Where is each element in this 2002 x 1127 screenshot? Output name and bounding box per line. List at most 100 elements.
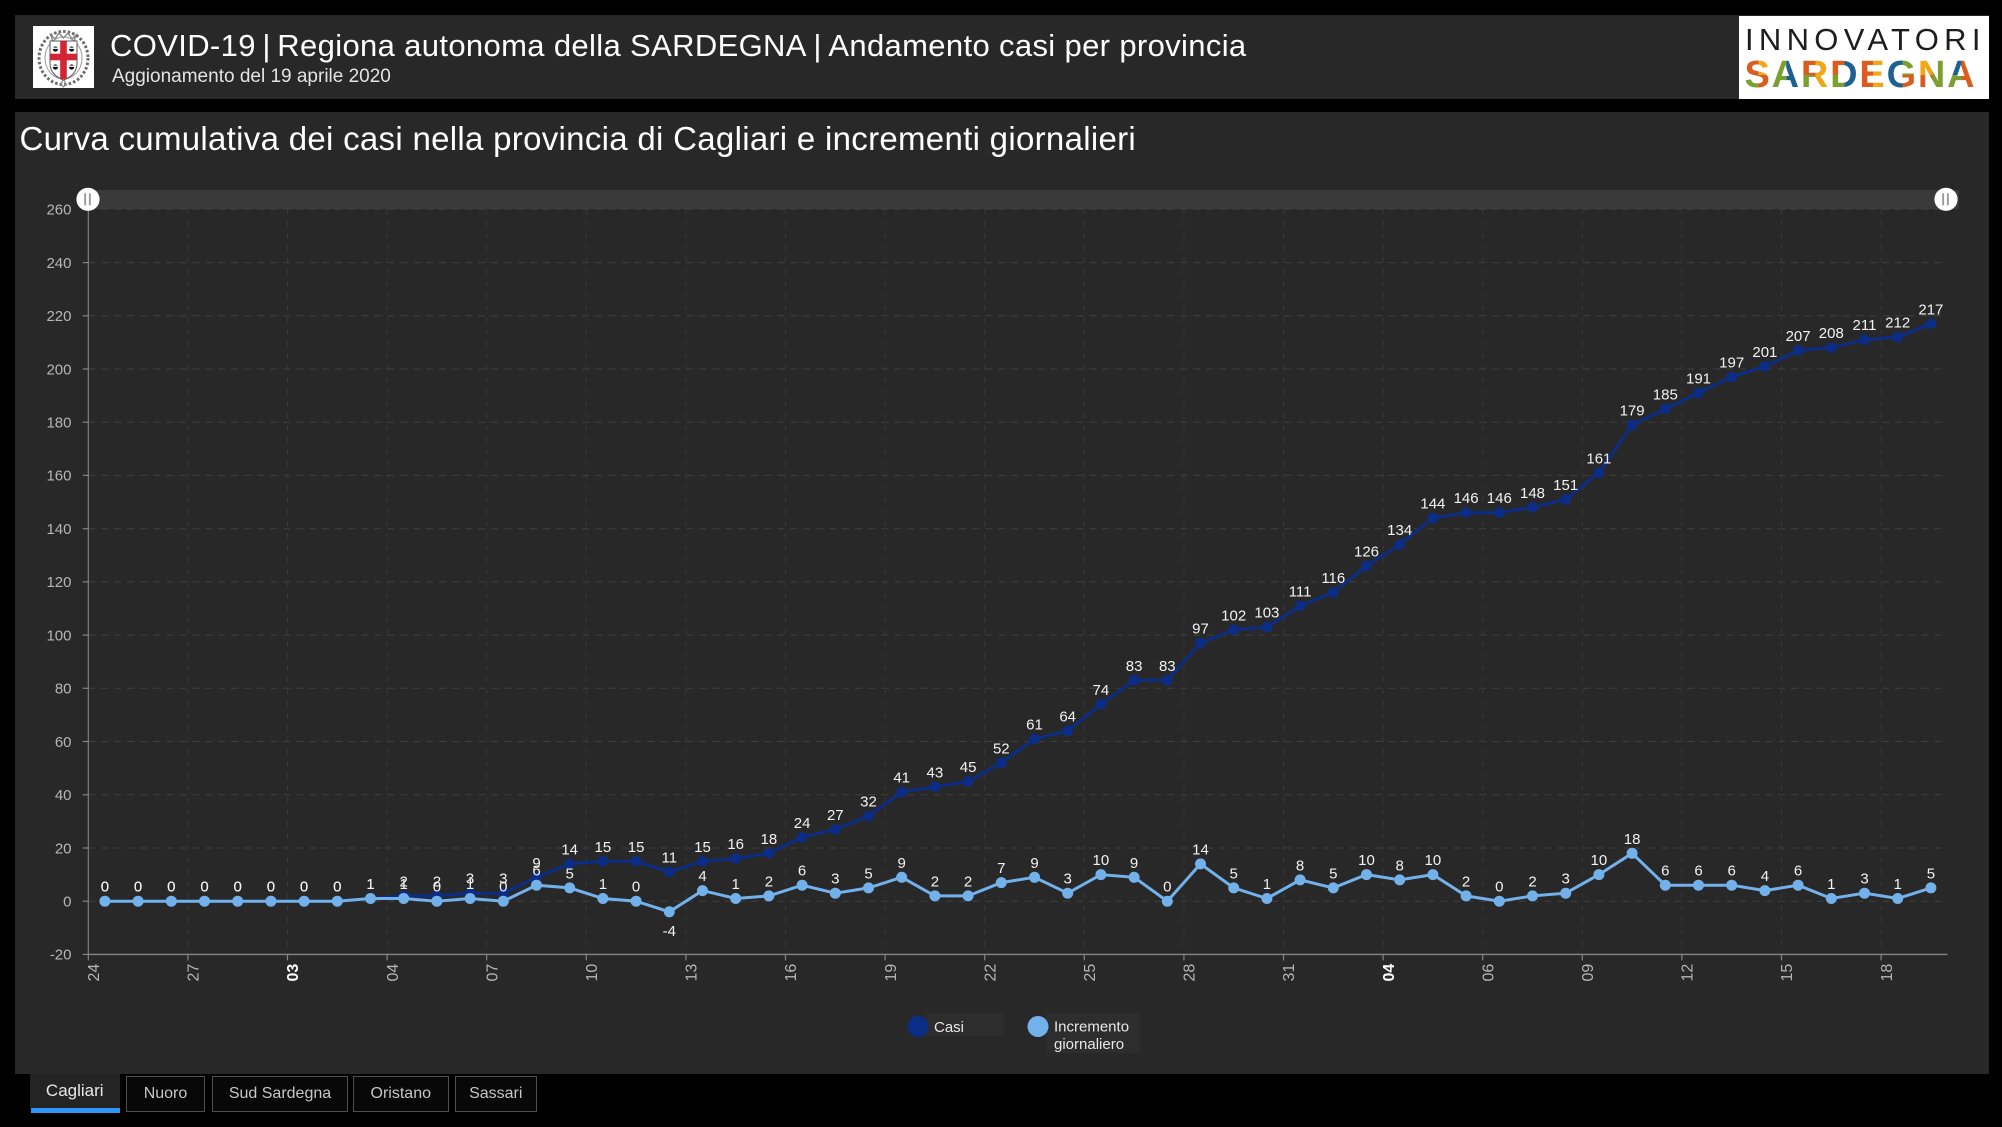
svg-text:18: 18 <box>1879 964 1896 982</box>
svg-text:5: 5 <box>1230 865 1238 882</box>
svg-text:15: 15 <box>694 839 711 856</box>
svg-text:Casi: Casi <box>934 1019 964 1036</box>
svg-text:208: 208 <box>1819 325 1844 342</box>
svg-text:06: 06 <box>1480 964 1497 982</box>
svg-text:146: 146 <box>1487 490 1512 507</box>
svg-text:18: 18 <box>761 831 778 848</box>
svg-text:3: 3 <box>1562 871 1570 888</box>
svg-text:80: 80 <box>55 681 72 698</box>
svg-text:5: 5 <box>1927 865 1935 882</box>
svg-text:6: 6 <box>532 863 540 880</box>
svg-text:179: 179 <box>1620 402 1645 419</box>
svg-text:146: 146 <box>1454 490 1479 507</box>
svg-text:212: 212 <box>1885 315 1910 332</box>
svg-text:1: 1 <box>1894 876 1902 893</box>
svg-text:0: 0 <box>499 879 507 896</box>
svg-text:27: 27 <box>186 964 203 982</box>
svg-text:120: 120 <box>46 574 71 591</box>
svg-text:giornaliero: giornaliero <box>1054 1036 1124 1053</box>
svg-text:40: 40 <box>55 787 72 804</box>
svg-text:0: 0 <box>167 879 175 896</box>
svg-text:6: 6 <box>1661 863 1669 880</box>
svg-text:14: 14 <box>1192 841 1209 858</box>
svg-text:14: 14 <box>561 841 578 858</box>
svg-text:197: 197 <box>1719 355 1744 372</box>
svg-text:2: 2 <box>765 873 773 890</box>
svg-text:134: 134 <box>1387 522 1412 539</box>
svg-text:100: 100 <box>46 627 71 644</box>
svg-text:0: 0 <box>632 879 640 896</box>
svg-text:5: 5 <box>1329 865 1337 882</box>
svg-text:1: 1 <box>366 876 374 893</box>
svg-text:5: 5 <box>566 865 574 882</box>
svg-text:2: 2 <box>964 873 972 890</box>
svg-text:140: 140 <box>46 521 71 538</box>
svg-text:10: 10 <box>584 964 601 982</box>
svg-text:160: 160 <box>46 468 71 485</box>
svg-text:191: 191 <box>1686 370 1711 387</box>
svg-text:2: 2 <box>433 873 441 890</box>
svg-text:16: 16 <box>727 836 744 853</box>
svg-text:0: 0 <box>267 879 275 896</box>
svg-text:07: 07 <box>484 964 501 982</box>
svg-text:0: 0 <box>267 879 275 896</box>
svg-text:0: 0 <box>300 879 308 896</box>
svg-text:10: 10 <box>1358 852 1375 869</box>
svg-text:0: 0 <box>333 879 341 896</box>
svg-text:3: 3 <box>1860 871 1868 888</box>
svg-text:04: 04 <box>385 964 402 982</box>
svg-text:6: 6 <box>1728 863 1736 880</box>
svg-text:103: 103 <box>1254 605 1279 622</box>
svg-text:151: 151 <box>1553 477 1578 494</box>
svg-text:15: 15 <box>628 839 645 856</box>
svg-text:2: 2 <box>1528 873 1536 890</box>
svg-text:0: 0 <box>1495 879 1503 896</box>
svg-text:25: 25 <box>1082 964 1099 982</box>
svg-text:45: 45 <box>960 759 977 776</box>
svg-text:0: 0 <box>200 879 208 896</box>
svg-text:8: 8 <box>1396 857 1404 874</box>
svg-text:6: 6 <box>798 863 806 880</box>
svg-text:9: 9 <box>898 855 906 872</box>
svg-text:18: 18 <box>1624 831 1641 848</box>
svg-text:2: 2 <box>1462 873 1470 890</box>
svg-text:61: 61 <box>1026 716 1043 733</box>
svg-text:52: 52 <box>993 740 1010 757</box>
svg-text:1: 1 <box>466 876 474 893</box>
svg-text:24: 24 <box>794 815 811 832</box>
svg-text:102: 102 <box>1221 607 1246 624</box>
svg-text:28: 28 <box>1182 964 1199 982</box>
svg-text:22: 22 <box>982 964 999 982</box>
svg-text:201: 201 <box>1752 344 1777 361</box>
svg-text:10: 10 <box>1425 852 1442 869</box>
svg-text:3: 3 <box>1064 871 1072 888</box>
svg-text:1: 1 <box>599 876 607 893</box>
svg-text:144: 144 <box>1420 496 1445 513</box>
svg-text:41: 41 <box>893 770 910 787</box>
svg-text:4: 4 <box>1761 868 1769 885</box>
svg-text:3: 3 <box>831 871 839 888</box>
svg-text:0: 0 <box>234 879 242 896</box>
svg-text:0: 0 <box>234 879 242 896</box>
svg-text:15: 15 <box>1779 964 1796 982</box>
svg-text:211: 211 <box>1853 317 1877 334</box>
svg-text:3: 3 <box>499 871 507 888</box>
svg-text:Incremento: Incremento <box>1054 1018 1129 1035</box>
svg-text:4: 4 <box>698 868 706 885</box>
svg-text:97: 97 <box>1192 621 1209 638</box>
svg-text:6: 6 <box>1694 863 1702 880</box>
svg-text:220: 220 <box>46 308 71 325</box>
svg-text:5: 5 <box>864 865 872 882</box>
svg-text:1: 1 <box>732 876 740 893</box>
svg-text:240: 240 <box>46 255 71 272</box>
svg-text:0: 0 <box>167 879 175 896</box>
svg-text:13: 13 <box>684 964 701 982</box>
svg-text:1: 1 <box>1263 876 1271 893</box>
svg-text:12: 12 <box>1680 964 1697 982</box>
svg-text:0: 0 <box>101 879 109 896</box>
svg-text:9: 9 <box>1030 855 1038 872</box>
svg-text:111: 111 <box>1289 583 1312 600</box>
svg-text:207: 207 <box>1786 328 1811 345</box>
svg-text:-20: -20 <box>50 947 72 964</box>
svg-text:74: 74 <box>1093 682 1110 699</box>
